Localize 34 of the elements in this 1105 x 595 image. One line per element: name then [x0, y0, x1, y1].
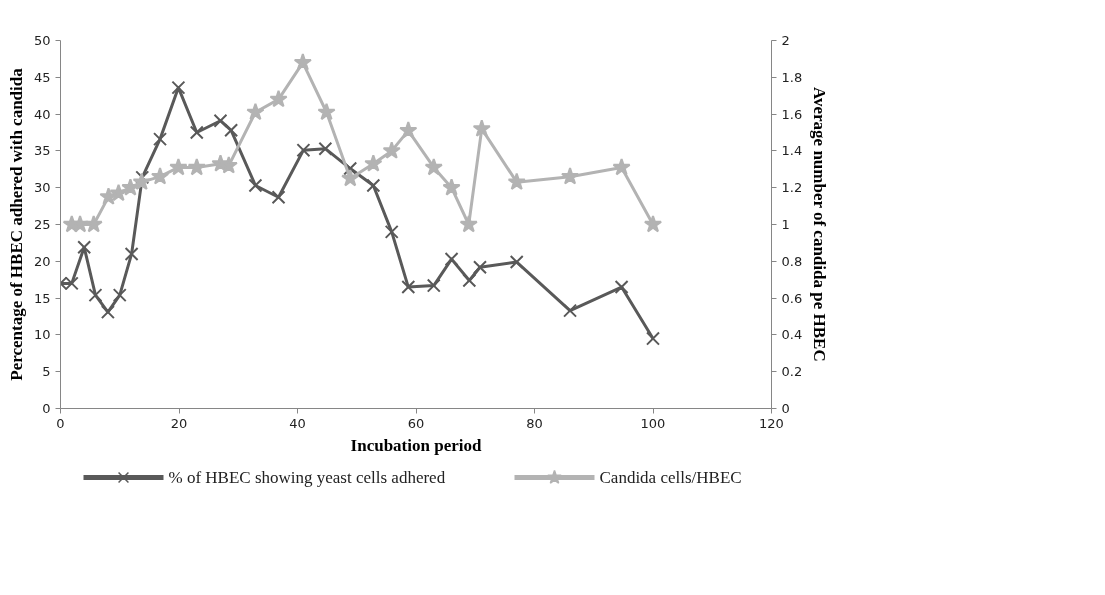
- x-tick-label: 0: [56, 415, 65, 431]
- y-axis-title: Percentage of HBEC adhered with candida: [6, 67, 26, 381]
- y-tick-label: 45: [33, 69, 51, 85]
- y2-tick-label: 0.6: [781, 290, 803, 306]
- y-tick-label: 20: [33, 253, 51, 269]
- y-tick-label: 15: [33, 290, 51, 306]
- y2-tick-label: 0.2: [781, 364, 803, 380]
- y2-tick-label: 1: [781, 217, 790, 232]
- y-tick-label: 10: [33, 327, 51, 343]
- y-tick-label: 35: [33, 143, 51, 159]
- legend-label: Candida cells/HBEC: [599, 468, 742, 487]
- y2-tick-label: 0.4: [781, 327, 803, 343]
- x-axis-title: Incubation period: [350, 435, 482, 455]
- legend-label: % of HBEC showing yeast cells adhered: [168, 468, 446, 487]
- y-tick-label: 25: [33, 217, 51, 232]
- y2-axis-title: Average number of candida pe HBEC: [810, 87, 830, 362]
- y2-tick-label: 1.2: [781, 180, 803, 196]
- x-tick-label: 60: [407, 415, 425, 431]
- y-tick-label: 30: [33, 180, 51, 196]
- y-tick-label: 5: [42, 364, 51, 380]
- y2-tick-label: 1.8: [781, 69, 803, 85]
- y-tick-label: 40: [33, 106, 51, 122]
- y-tick-label: 50: [33, 33, 51, 48]
- y2-tick-label: 0: [781, 401, 790, 416]
- y2-tick-label: 1.4: [781, 143, 803, 159]
- y2-tick-label: 0.8: [781, 253, 803, 269]
- y2-tick-label: 2: [781, 33, 790, 48]
- y-tick-label: 0: [42, 401, 51, 416]
- x-tick-label: 40: [289, 415, 306, 431]
- x-tick-label: 120: [759, 415, 784, 431]
- y2-tick-label: 1.6: [781, 106, 803, 122]
- x-tick-label: 80: [526, 415, 543, 431]
- x-tick-label: 100: [640, 415, 666, 431]
- x-tick-label: 20: [170, 415, 188, 431]
